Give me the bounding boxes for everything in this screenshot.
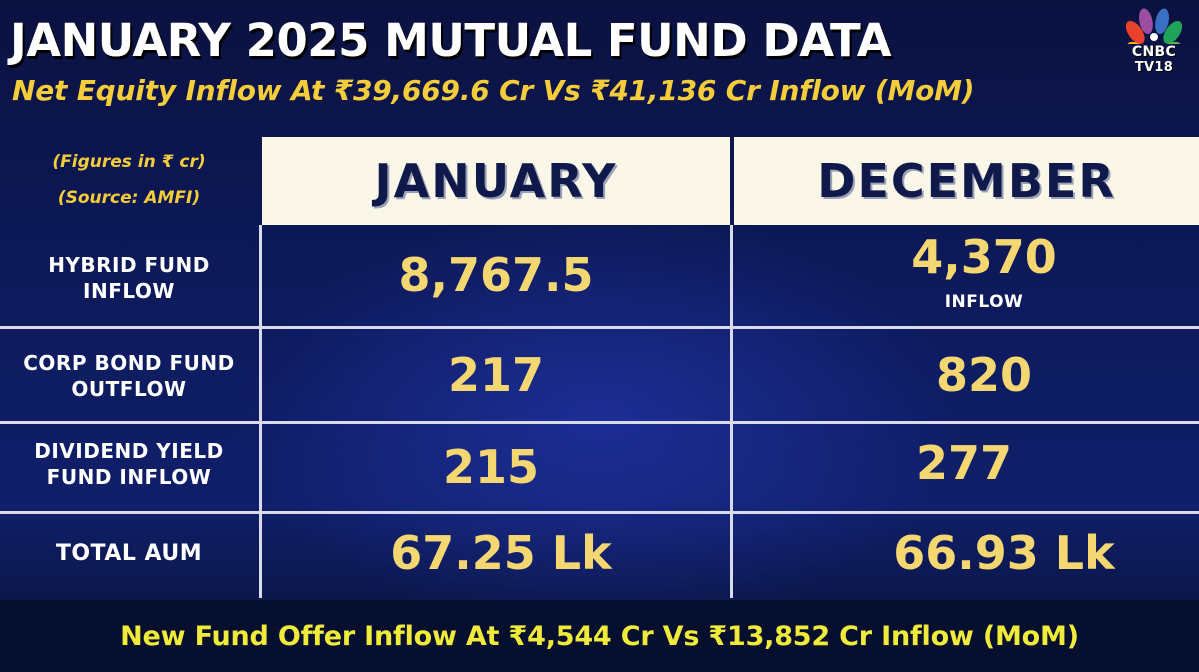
aum-jan-value: 67.25 Lk xyxy=(390,526,612,580)
row-label-line: INFLOW xyxy=(83,279,175,303)
column-divider xyxy=(259,225,262,598)
row-divider xyxy=(0,326,1199,329)
footer-ticker: New Fund Offer Inflow At ₹4,544 Cr Vs ₹1… xyxy=(0,600,1199,672)
column-header-january: JANUARY xyxy=(262,137,730,225)
footer-text: New Fund Offer Inflow At ₹4,544 Cr Vs ₹1… xyxy=(120,620,1079,652)
figures-note: (Figures in ₹ cr) xyxy=(52,152,206,172)
hybrid-dec-value: 4,370 xyxy=(911,230,1057,284)
column-header-label: DECEMBER xyxy=(817,154,1116,208)
hybrid-jan-value: 8,767.5 xyxy=(398,248,594,302)
aum-dec-value: 66.93 Lk xyxy=(893,526,1115,580)
logo-line2: TV18 xyxy=(1134,60,1174,75)
logo-line1: CNBC xyxy=(1131,44,1177,60)
page-subtitle: Net Equity Inflow At ₹39,669.6 Cr Vs ₹41… xyxy=(12,74,975,107)
row-label-dividend-yield: DIVIDEND YIELD FUND INFLOW xyxy=(0,438,258,490)
corp-bond-dec-value: 820 xyxy=(935,348,1033,402)
row-label-line: DIVIDEND YIELD xyxy=(34,439,224,463)
hybrid-dec-note: INFLOW xyxy=(944,292,1024,312)
source-note: (Source: AMFI) xyxy=(57,188,201,208)
column-header-december: DECEMBER xyxy=(734,137,1199,225)
row-divider xyxy=(0,421,1199,424)
dividend-dec-value: 277 xyxy=(915,436,1013,490)
row-label-line: CORP BOND FUND xyxy=(23,351,235,375)
row-label-line: OUTFLOW xyxy=(71,377,187,401)
column-divider xyxy=(730,225,733,598)
row-label-line: HYBRID FUND xyxy=(48,253,210,277)
column-header-label: JANUARY xyxy=(374,154,618,208)
corp-bond-jan-value: 217 xyxy=(447,348,545,402)
dividend-jan-value: 215 xyxy=(442,440,540,494)
row-label-line: FUND INFLOW xyxy=(46,465,212,489)
peacock-icon xyxy=(1126,8,1182,44)
cnbc-tv18-logo: CNBC TV18 xyxy=(1114,6,1194,78)
page-title: JANUARY 2025 MUTUAL FUND DATA xyxy=(10,14,892,67)
row-label-total-aum: TOTAL AUM xyxy=(55,541,203,566)
row-divider xyxy=(0,511,1199,514)
row-label-hybrid-fund: HYBRID FUND INFLOW xyxy=(0,252,258,304)
row-label-corp-bond: CORP BOND FUND OUTFLOW xyxy=(0,350,258,402)
